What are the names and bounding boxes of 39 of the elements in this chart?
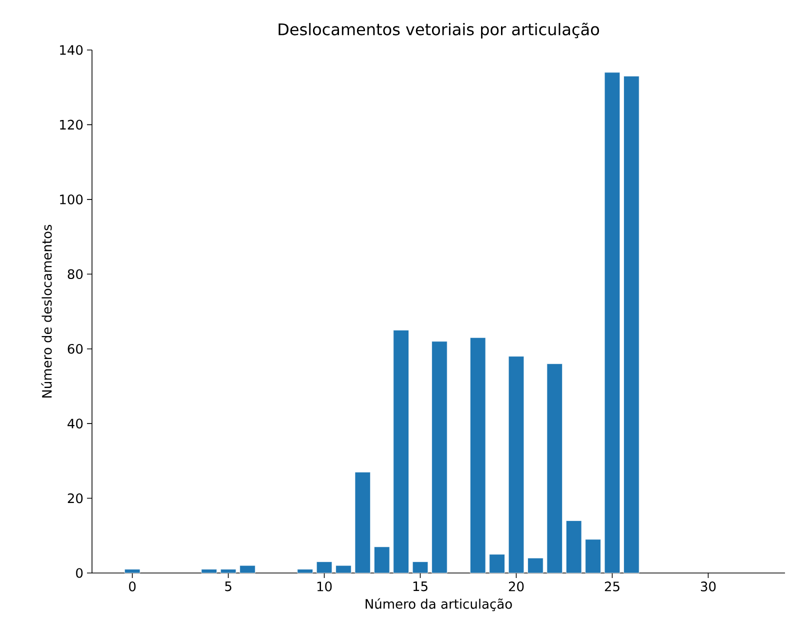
y-tick-label: 20 [68,493,83,504]
bar [432,341,448,574]
y-tick-label: 0 [76,568,83,578]
bar [354,472,371,574]
bar [489,554,505,574]
y-tick-label: 40 [68,418,83,428]
x-tick-label: 20 [508,582,524,592]
bar [220,569,236,574]
x-tick-label: 10 [317,582,332,592]
y-tick-label: 100 [60,194,83,204]
bar [336,565,352,574]
bar [201,569,217,574]
bar [393,330,409,574]
bar [470,337,486,574]
bar [124,569,140,574]
bar [546,364,563,574]
bar [316,562,332,574]
chart-title: Deslocamentos vetoriais por articulação [278,22,600,38]
x-tick-label: 15 [413,582,428,592]
bar [585,539,601,574]
y-axis-title: Número de deslocamentos [41,224,52,398]
y-tick-label: 80 [68,269,83,280]
bar [604,72,620,574]
bar [240,565,256,574]
bar [412,562,428,574]
x-tick-label: 30 [700,582,716,592]
bar [566,520,582,574]
bar [297,569,313,574]
bar [508,356,524,574]
bar [528,558,544,574]
y-tick-label: 140 [60,45,83,55]
bar [624,76,640,574]
x-tick-label: 25 [604,582,620,592]
x-tick-label: 5 [225,582,232,592]
x-tick-label: 0 [129,582,136,592]
bar [374,546,390,574]
y-tick-label: 60 [68,344,83,354]
y-tick-label: 120 [60,120,83,130]
x-axis-title: Número da articulação [366,598,512,612]
